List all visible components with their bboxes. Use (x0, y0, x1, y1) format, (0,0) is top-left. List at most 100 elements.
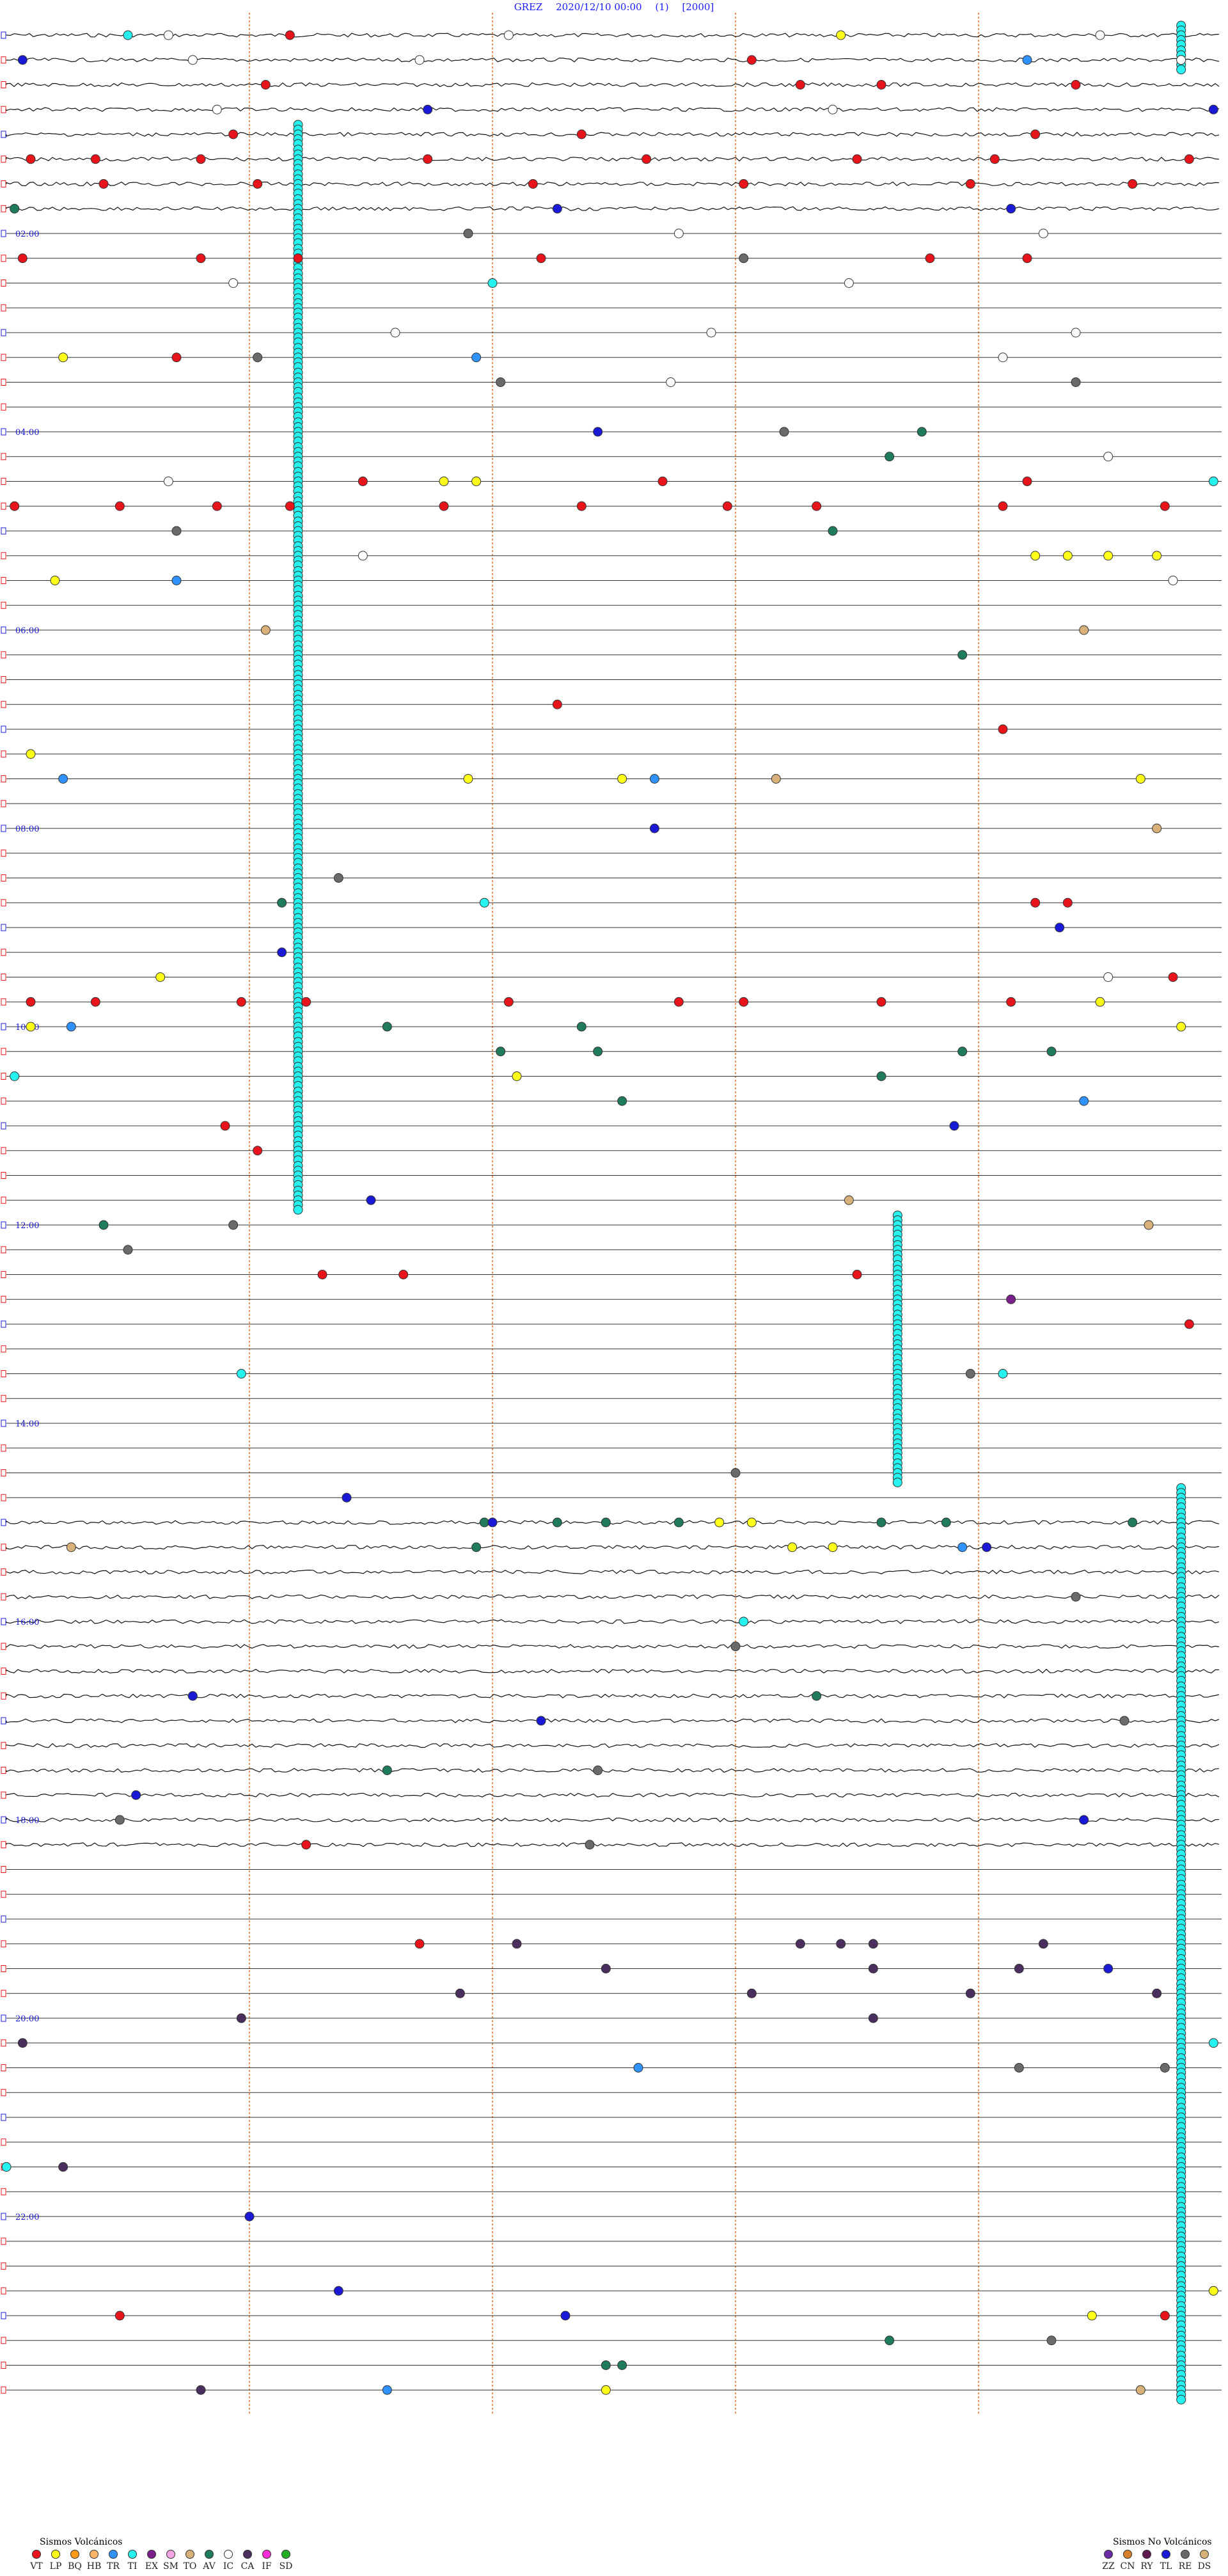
event-mark (868, 2013, 878, 2023)
trace-marker (1, 2287, 6, 2295)
trace-marker (1, 1692, 6, 1700)
event-mark (253, 1146, 263, 1156)
seismic-trace (6, 1668, 1219, 1674)
event-mark (26, 997, 36, 1007)
seismic-trace (6, 107, 1220, 112)
event-mark (17, 55, 28, 65)
trace-marker (1, 2114, 6, 2121)
event-mark (98, 179, 109, 189)
event-mark (496, 377, 506, 387)
event-mark (114, 2311, 125, 2321)
legend-label: RY (1140, 2561, 1153, 2572)
legend-label: TR (107, 2561, 120, 2572)
event-mark (98, 1220, 109, 1230)
event-mark (593, 1047, 603, 1057)
trace-marker (1, 601, 6, 609)
legend-dot (262, 2550, 271, 2559)
event-mark (1038, 1939, 1048, 1949)
event-mark (746, 1517, 757, 1528)
legend-label: IF (262, 2561, 272, 2572)
trace-marker (1, 874, 6, 881)
trace-marker (1, 1122, 6, 1130)
event-mark (398, 1270, 409, 1279)
trace-marker (1, 1097, 6, 1105)
legend-label: AV (203, 2561, 216, 2572)
event-mark (1103, 452, 1114, 462)
legend-dot (224, 2550, 233, 2559)
trace-marker (1, 1023, 6, 1031)
event-mark (471, 1542, 482, 1553)
trace-marker (1, 998, 6, 1006)
event-mark (576, 1022, 586, 1032)
event-mark (66, 1542, 76, 1553)
event-mark (26, 749, 36, 759)
event-mark (1062, 551, 1073, 561)
trace-marker (1, 2213, 6, 2220)
event-mark (560, 2311, 571, 2321)
event-mark (66, 1022, 76, 1032)
event-mark (989, 154, 1000, 164)
event-mark (1079, 1815, 1089, 1825)
event-mark (673, 997, 684, 1007)
event-mark (123, 30, 133, 40)
trace-marker (1, 2312, 6, 2319)
trace-marker (1, 1841, 6, 1849)
trace-marker (1, 1172, 6, 1179)
event-mark (739, 1616, 749, 1627)
legend-dot (281, 2550, 290, 2559)
event-mark (1160, 501, 1170, 511)
event-mark (957, 1047, 968, 1057)
event-mark (228, 1220, 239, 1230)
legend-item: DS (1193, 2550, 1215, 2572)
event-mark (260, 625, 271, 635)
tremor-event-mark (892, 1478, 902, 1487)
trace-marker (1, 552, 6, 560)
legend-item: RE (1174, 2550, 1196, 2572)
event-mark (342, 1492, 352, 1503)
event-mark (617, 2360, 627, 2370)
trace-marker (1, 2064, 6, 2071)
event-mark (1208, 104, 1218, 115)
event-mark (576, 501, 586, 511)
legend-label: BQ (68, 2561, 82, 2572)
event-mark (642, 154, 652, 164)
event-mark (285, 30, 295, 40)
event-mark (876, 1517, 886, 1528)
trace-marker (1, 31, 6, 39)
legend-label: LP (49, 2561, 62, 2572)
event-mark (463, 228, 473, 239)
event-mark (1103, 551, 1114, 561)
channel-label: (1) (655, 1, 669, 13)
event-mark (746, 55, 757, 65)
event-mark (58, 774, 68, 784)
legend-label: IC (223, 2561, 234, 2572)
event-mark (1135, 2385, 1145, 2395)
event-mark (1079, 625, 1089, 635)
event-mark (601, 1964, 611, 1973)
event-mark (366, 1195, 376, 1205)
event-mark (439, 477, 449, 486)
event-mark (1030, 129, 1041, 139)
event-mark (1071, 80, 1081, 90)
seismic-trace (6, 181, 1220, 187)
event-mark (828, 526, 838, 536)
event-mark (496, 1047, 506, 1057)
event-mark (58, 2162, 68, 2172)
legend-item: CA (237, 2550, 258, 2572)
event-mark (1184, 1319, 1194, 1329)
event-mark (10, 1071, 20, 1081)
legend-item: BQ (64, 2550, 86, 2572)
trace-marker (1, 2188, 6, 2195)
legend-label: TL (1160, 2561, 1172, 2572)
event-mark (171, 576, 182, 585)
event-mark (828, 104, 838, 115)
trace-marker (1, 1345, 6, 1353)
event-mark (1071, 1592, 1081, 1602)
event-mark (90, 154, 100, 164)
event-mark (171, 526, 182, 536)
trace-marker (1, 1048, 6, 1055)
event-mark (917, 427, 927, 437)
event-mark (358, 551, 368, 561)
event-mark (1208, 2038, 1218, 2048)
trace-marker (1, 2386, 6, 2394)
